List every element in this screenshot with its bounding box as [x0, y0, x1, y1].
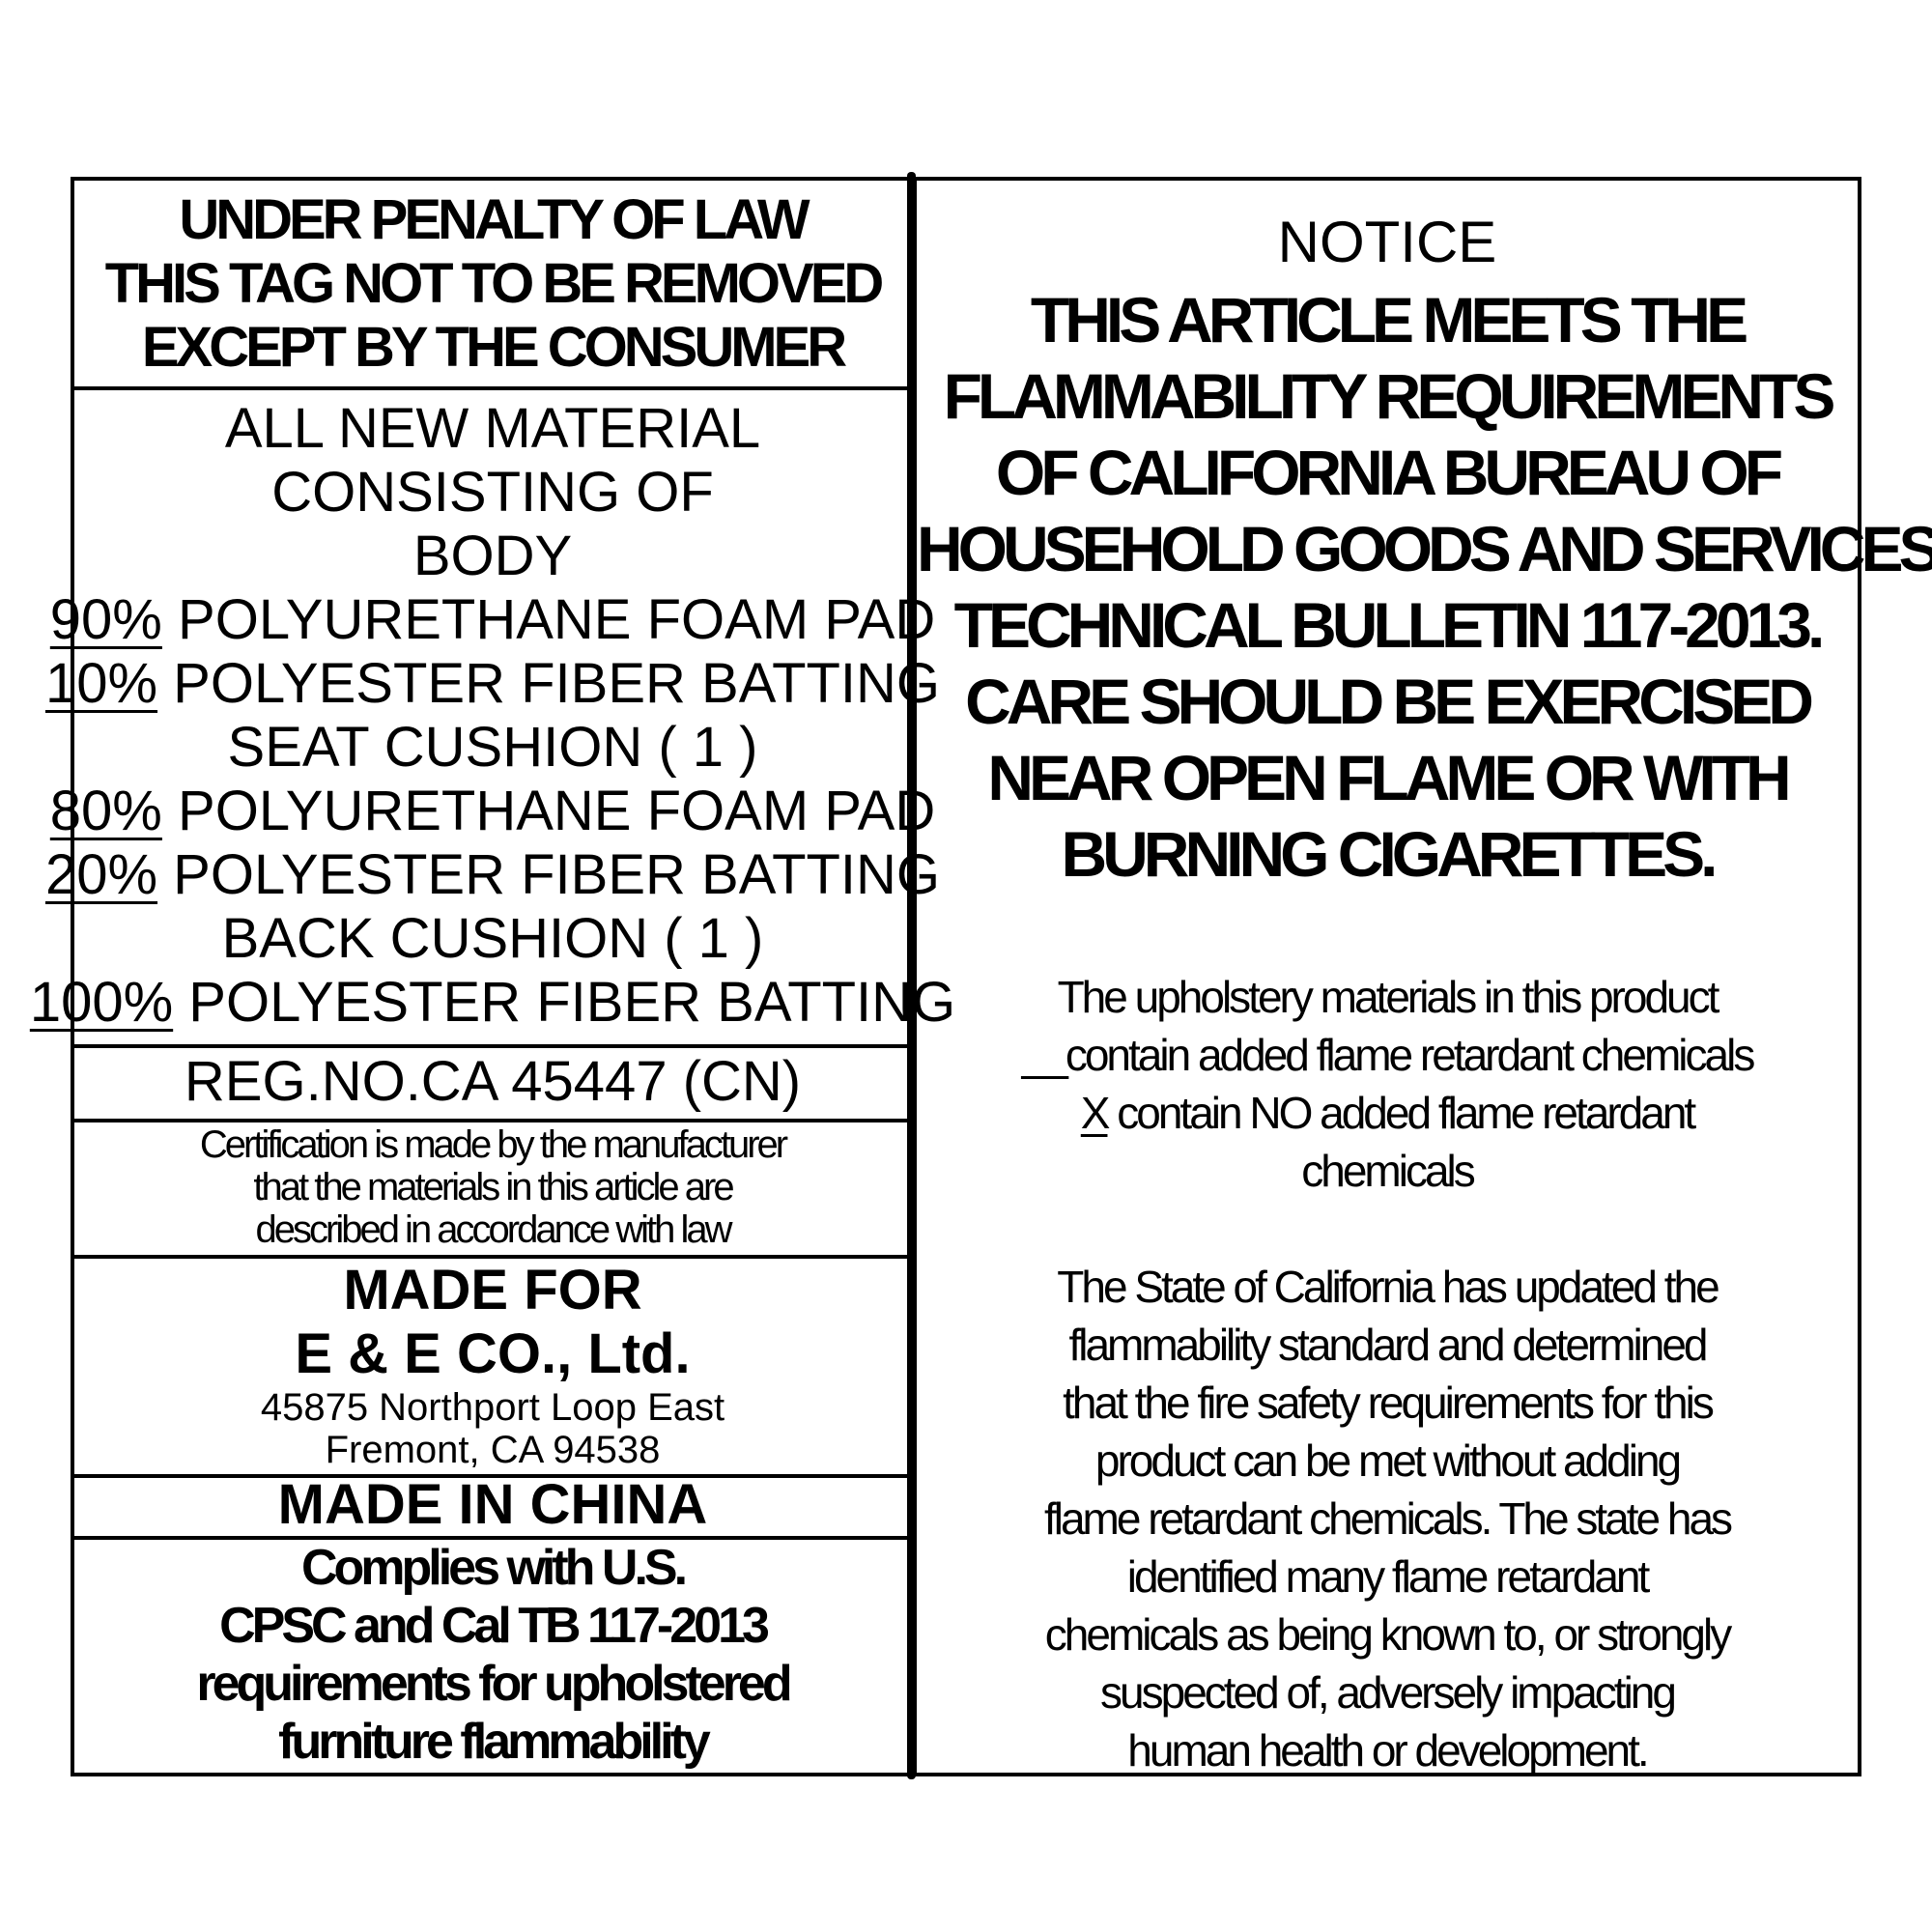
material-line: 80% POLYURETHANE FOAM PAD: [49, 779, 936, 842]
compliance-line: Complies with U.S.: [300, 1539, 688, 1596]
compliance-line: requirements for upholstered: [196, 1655, 792, 1712]
statement-line: FLAMMABILITY REQUIREMENTS: [943, 360, 1836, 432]
statement-line: CARE SHOULD BE EXERCISED: [965, 666, 1814, 737]
warning-line: EXCEPT BY THE CONSUMER: [141, 315, 847, 379]
material-line: 20% POLYESTER FIBER BATTING: [44, 842, 941, 906]
option-contain: __contain added flame retardant chemical…: [1021, 1030, 1756, 1080]
certification-line: described in accordance with law: [255, 1208, 733, 1251]
origin-section: MADE IN CHINA: [74, 1473, 911, 1540]
certification-line: Certification is made by the manufacture…: [199, 1122, 788, 1166]
materials-intro: ALL NEW MATERIAL: [224, 396, 761, 460]
declaration-line: The upholstery materials in this product: [1057, 972, 1720, 1022]
state-notice: The State of California has updated the …: [917, 1258, 1858, 1779]
made-for-section: MADE FOR E & E CO., Ltd. 45875 Northport…: [74, 1255, 911, 1478]
state-line: product can be met without adding: [1094, 1435, 1682, 1486]
state-line: flammability standard and determined: [1068, 1320, 1708, 1370]
registration-number: REG.NO.CA 45447 (CN): [184, 1049, 802, 1113]
statement-line: TECHNICAL BULLETIN 117-2013.: [953, 589, 1826, 661]
state-line: suspected of, adversely impacting: [1100, 1667, 1677, 1718]
state-line: human health or development.: [1127, 1725, 1649, 1776]
warning-line: UNDER PENALTY OF LAW: [179, 187, 810, 251]
certification-section: Certification is made by the manufacture…: [74, 1119, 911, 1259]
made-for-label: MADE FOR: [343, 1258, 642, 1321]
state-line: identified many flame retardant: [1126, 1551, 1651, 1602]
flammability-statement: THIS ARTICLE MEETS THE FLAMMABILITY REQU…: [917, 282, 1932, 893]
materials-intro: CONSISTING OF: [271, 460, 714, 524]
compliance-line: furniture flammability: [278, 1713, 711, 1770]
address-line: Fremont, CA 94538: [325, 1428, 661, 1471]
certification-line: that the materials in this article are: [253, 1165, 734, 1208]
panel-divider: [907, 172, 916, 1779]
state-line: flame retardant chemicals. The state has: [1043, 1493, 1733, 1544]
compliance-line: CPSC and Cal TB 117-2013: [219, 1597, 770, 1654]
statement-line: OF CALIFORNIA BUREAU OF: [995, 437, 1783, 508]
state-line: The State of California has updated the: [1057, 1262, 1719, 1312]
material-line: 10% POLYESTER FIBER BATTING: [44, 651, 941, 715]
declaration-line: chemicals: [1301, 1146, 1476, 1196]
statement-line: HOUSEHOLD GOODS AND SERVICES: [917, 513, 1932, 584]
law-tag-panel: UNDER PENALTY OF LAW THIS TAG NOT TO BE …: [30, 177, 955, 1776]
statement-line: NEAR OPEN FLAME OR WITH: [987, 742, 1791, 813]
material-line: 100% POLYESTER FIBER BATTING: [29, 970, 956, 1034]
statement-line: THIS ARTICLE MEETS THE: [1030, 284, 1748, 355]
state-line: that the fire safety requirements for th…: [1063, 1378, 1715, 1428]
material-line: 90% POLYURETHANE FOAM PAD: [49, 587, 936, 651]
seat-cushion-label: SEAT CUSHION ( 1 ): [227, 715, 758, 779]
option-contain-no: X contain NO added flame retardant: [1080, 1088, 1696, 1138]
country-of-origin: MADE IN CHINA: [277, 1473, 708, 1536]
notice-title: NOTICE: [1277, 210, 1497, 274]
registration-section: REG.NO.CA 45447 (CN): [74, 1044, 911, 1122]
address-line: 45875 Northport Loop East: [260, 1385, 725, 1429]
warning-line: THIS TAG NOT TO BE REMOVED: [104, 251, 885, 315]
flame-retardant-declaration: The upholstery materials in this product…: [917, 968, 1858, 1200]
back-cushion-label: BACK CUSHION ( 1 ): [221, 906, 764, 970]
compliance-section: Complies with U.S. CPSC and Cal TB 117-2…: [74, 1536, 911, 1773]
company-name: E & E CO., Ltd.: [295, 1321, 691, 1385]
materials-section: ALL NEW MATERIAL CONSISTING OF BODY 90% …: [30, 386, 955, 1048]
statement-line: BURNING CIGARETTES.: [1061, 818, 1718, 890]
body-label: BODY: [412, 524, 573, 587]
option-contain-mark: __: [1021, 1030, 1068, 1080]
option-no-mark: X: [1080, 1088, 1111, 1138]
warning-section: UNDER PENALTY OF LAW THIS TAG NOT TO BE …: [74, 181, 911, 390]
state-line: chemicals as being known to, or strongly: [1044, 1609, 1732, 1660]
notice-panel: NOTICE THIS ARTICLE MEETS THE FLAMMABILI…: [913, 177, 1932, 1779]
